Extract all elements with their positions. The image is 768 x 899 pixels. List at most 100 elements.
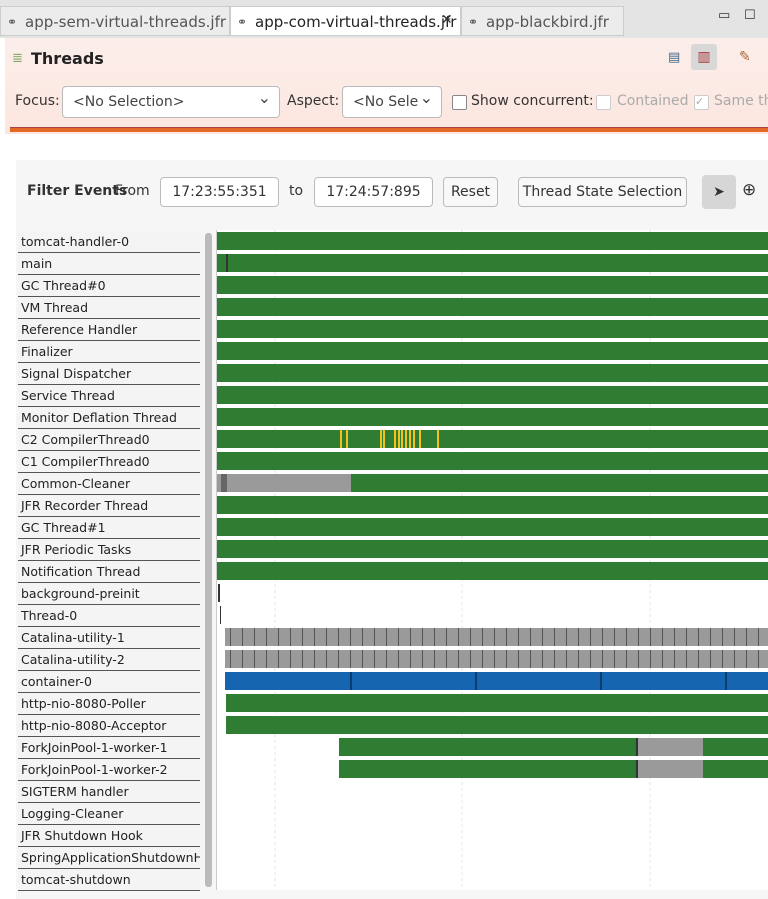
thread-name[interactable]: Finalizer [18, 341, 200, 363]
table-icon[interactable]: ▤ [668, 50, 681, 65]
tab[interactable]: app-blackbird.jfr [461, 6, 624, 37]
state-bar [662, 650, 663, 668]
state-bar [405, 430, 407, 448]
state-bar [494, 650, 495, 668]
state-bar [226, 254, 228, 272]
thread-name[interactable]: C1 CompilerThread0 [18, 451, 200, 473]
thread-name[interactable]: Signal Dispatcher [18, 363, 200, 385]
state-bar [374, 650, 375, 668]
thread-name[interactable]: Logging-Cleaner [18, 803, 200, 825]
state-bar [374, 628, 375, 646]
thread-name[interactable]: tomcat-shutdown [18, 869, 200, 891]
state-bar [278, 628, 279, 646]
tab[interactable]: app-sem-virtual-threads.jfr [0, 6, 230, 37]
state-bar [602, 650, 603, 668]
scrollbar[interactable] [205, 233, 212, 887]
thread-name[interactable]: Catalina-utility-1 [18, 627, 200, 649]
thread-name[interactable]: http-nio-8080-Acceptor [18, 715, 200, 737]
thread-name[interactable]: ForkJoinPool-1-worker-1 [18, 737, 200, 759]
state-bar [710, 628, 711, 646]
state-bar [410, 650, 411, 668]
chart-icon[interactable]: ▥ [691, 44, 717, 70]
reset-button[interactable]: Reset [443, 177, 498, 207]
state-bar [626, 628, 627, 646]
thread-name[interactable]: Service Thread [18, 385, 200, 407]
state-bar [217, 232, 768, 250]
state-bar [578, 650, 579, 668]
thread-name[interactable]: ForkJoinPool-1-worker-2 [18, 759, 200, 781]
state-bar [398, 650, 399, 668]
state-bar [722, 650, 723, 668]
state-bar [226, 694, 768, 712]
close-icon[interactable]: ✕ [441, 12, 453, 28]
focus-combo[interactable]: <No Selection> [62, 83, 280, 118]
state-bar [530, 650, 531, 668]
thread-name[interactable]: Reference Handler [18, 319, 200, 341]
state-bar [650, 650, 651, 668]
thread-name[interactable]: Notification Thread [18, 561, 200, 583]
thread-name[interactable]: SpringApplicationShutdownHook [18, 847, 200, 869]
checkbox[interactable]: ✓ [694, 95, 709, 110]
state-bar [446, 628, 447, 646]
thread-name[interactable]: container-0 [18, 671, 200, 693]
state-bar [542, 650, 543, 668]
zoom-tool[interactable]: ⊕ [742, 180, 757, 200]
end-field[interactable]: 17:24:57:895 [314, 177, 433, 207]
thread-name[interactable]: Monitor Deflation Thread [18, 407, 200, 429]
state-bar [554, 650, 555, 668]
state-bar [734, 650, 735, 668]
thread-name[interactable]: SIGTERM handler [18, 781, 200, 803]
state-bar [638, 650, 639, 668]
state-bar [409, 430, 411, 448]
state-bar [758, 650, 759, 668]
aspect-label: Aspect: [287, 93, 340, 109]
aspect-combo[interactable]: <No Sele [342, 86, 442, 118]
state-bar [225, 628, 768, 646]
minimize[interactable]: ▭ [718, 8, 731, 23]
to-label: to [289, 183, 304, 199]
thread-name[interactable]: Common-Cleaner [18, 473, 200, 495]
selection-button[interactable]: Thread State Selection [518, 177, 687, 207]
thread-name[interactable]: http-nio-8080-Poller [18, 693, 200, 715]
edit-icon[interactable]: ✎ [739, 49, 751, 65]
thread-name[interactable]: GC Thread#1 [18, 517, 200, 539]
state-bar [217, 364, 768, 382]
thread-name[interactable]: Catalina-utility-2 [18, 649, 200, 671]
state-bar [506, 650, 507, 668]
state-bar [636, 760, 703, 778]
state-bar [758, 628, 759, 646]
state-bar [314, 650, 315, 668]
thread-name[interactable]: main [18, 253, 200, 275]
state-bar [475, 672, 477, 690]
state-bar [242, 650, 243, 668]
state-bar [600, 672, 602, 690]
start-field[interactable]: 17:23:55:351 [160, 177, 279, 207]
thread-name[interactable]: Thread-0 [18, 605, 200, 627]
state-bar [350, 672, 352, 690]
state-bar [266, 628, 267, 646]
thread-name[interactable]: JFR Periodic Tasks [18, 539, 200, 561]
state-bar [458, 628, 459, 646]
from-label: From [115, 183, 150, 199]
tab[interactable]: app-com-virtual-threads.jfr [230, 6, 461, 37]
state-bar [217, 496, 768, 514]
state-bar [434, 628, 435, 646]
state-bar [482, 628, 483, 646]
thread-name[interactable]: background-preinit [18, 583, 200, 605]
checkbox[interactable] [596, 95, 611, 110]
state-bar [338, 628, 339, 646]
thread-name[interactable]: JFR Shutdown Hook [18, 825, 200, 847]
maximize[interactable]: ☐ [744, 8, 756, 23]
thread-name[interactable]: tomcat-handler-0 [18, 231, 200, 253]
thread-name[interactable]: JFR Recorder Thread [18, 495, 200, 517]
state-bar [350, 650, 351, 668]
thread-name[interactable]: VM Thread [18, 297, 200, 319]
thread-name[interactable]: GC Thread#0 [18, 275, 200, 297]
state-bar [746, 650, 747, 668]
checkbox[interactable] [452, 95, 467, 110]
thread-name[interactable]: C2 CompilerThread0 [18, 429, 200, 451]
pointer-tool[interactable]: ➤ [702, 175, 736, 209]
state-bar [530, 628, 531, 646]
state-bar [350, 628, 351, 646]
